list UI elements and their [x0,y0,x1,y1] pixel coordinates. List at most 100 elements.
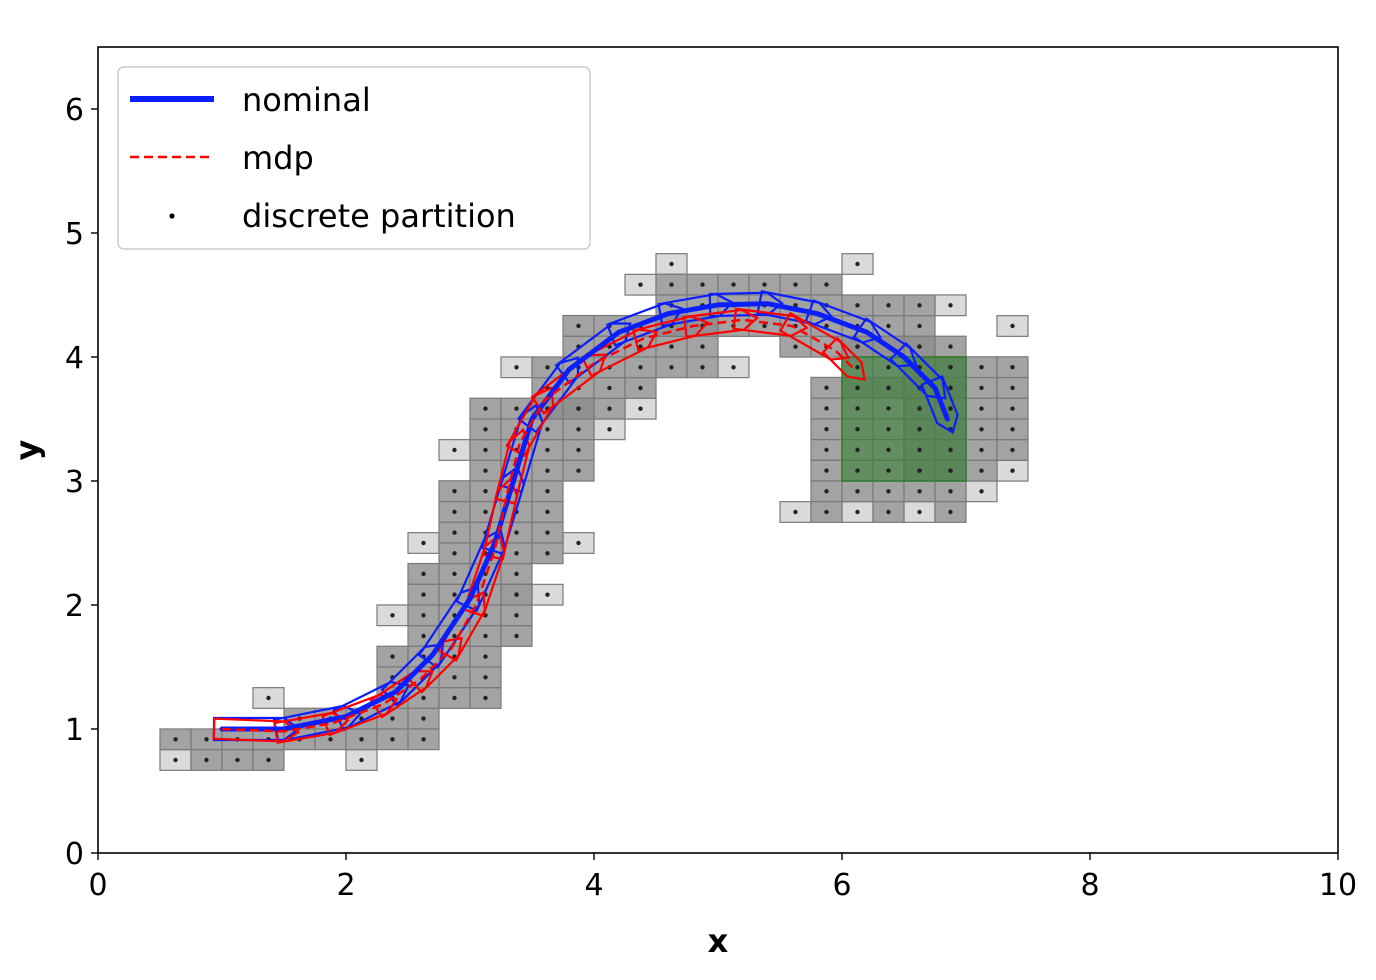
partition-dot [855,365,860,370]
partition-dot [948,509,953,515]
partition-dot [948,364,953,370]
partition-dot [576,323,581,329]
x-tick-label: 10 [1319,868,1357,903]
mdp-box [494,427,531,505]
nominal-box [554,322,632,385]
y-axis-label: y [8,439,46,460]
partition-dot [855,447,860,453]
partition-dot [390,613,395,618]
partition-dot [793,344,798,349]
partition-dot [235,757,240,763]
partition-dot [545,530,550,535]
partition-dot [886,385,891,390]
trajectory-lines [219,301,950,733]
y-tick-label: 5 [65,217,84,252]
x-tick-label: 8 [1080,868,1099,903]
partition-dot [948,385,953,390]
partition-dot [948,406,953,411]
partition-dot [545,365,550,370]
partition-dot [762,323,767,329]
partition-dot [452,530,457,535]
partition-dot [793,303,798,308]
x-tick-label: 2 [336,868,355,903]
partition-dot [421,571,426,577]
y-tick-label: 6 [65,93,84,128]
partition-dot [855,406,860,411]
partition-dot [390,737,395,742]
y-tick-label: 3 [65,465,84,500]
partition-dot [483,633,488,639]
partition-dot [948,447,953,453]
partition-dot [483,406,488,411]
partition-dot [886,426,891,432]
x-tick-label: 4 [584,868,603,903]
partition-dot [452,695,457,701]
legend: nominal mdp discrete partition [117,66,591,250]
partition-dot [452,571,457,577]
partition-dot [855,344,860,349]
partition-dot [390,654,395,659]
partition-dot [545,447,550,453]
partition-dot [917,303,922,308]
partition-dot [731,365,736,370]
partition-dot [886,323,891,329]
partition-dot [421,592,426,597]
partition-dot [359,757,364,763]
partition-dot [514,633,519,639]
partition-dot [1010,364,1015,370]
partition-dot [607,406,612,411]
partition-dot [452,551,457,556]
partition-dot [421,540,426,546]
partition-dot [917,489,922,494]
partition-dot [576,468,581,473]
partition-dot [917,323,922,329]
partition-dot [204,737,209,742]
partition-dot [576,540,581,546]
partition-dot [576,406,581,411]
partition-dot [638,344,643,349]
partition-dot [266,757,271,763]
partition-dot [173,757,178,763]
partition-dot [886,303,891,308]
x-tick-label: 6 [832,868,851,903]
mdp-line [221,318,856,733]
partition-dot [1010,323,1015,329]
partition-dot [886,447,891,453]
partition-dot [917,509,922,515]
mdp-box [632,315,710,352]
partition-dot [762,282,767,287]
nominal-box [499,403,544,494]
partition-dot [173,737,178,742]
partition-dot [824,282,829,287]
nominal-line [219,301,950,732]
partition-dot [545,592,550,597]
partition-dot [452,447,457,453]
partition-dot [979,364,984,370]
partition-dot [700,365,705,370]
mdp-box [682,308,760,339]
x-tick-label: 0 [88,868,107,903]
mdp-box [779,311,850,361]
partition-dot [824,468,829,473]
partition-dot [545,468,550,473]
partition-dot [607,427,612,432]
partition-dot [638,282,643,287]
partition-dot [483,447,488,453]
y-tick-label: 2 [65,589,84,624]
partition-dot [886,365,891,370]
partition-dot [855,509,860,515]
partition-dot [514,551,519,556]
partition-dot [824,385,829,390]
partition-dot [855,303,860,308]
partition-dot [328,737,333,742]
partition-dot [886,468,891,473]
nominal-box [920,375,959,435]
partition-dot [948,344,953,349]
partition-dot [979,385,984,391]
partition-dot [700,282,705,287]
partition-dot [1010,385,1015,391]
partition-dot [483,695,488,701]
partition-dot [979,468,984,473]
partition-dot [669,282,674,287]
partition-dot [638,385,643,391]
